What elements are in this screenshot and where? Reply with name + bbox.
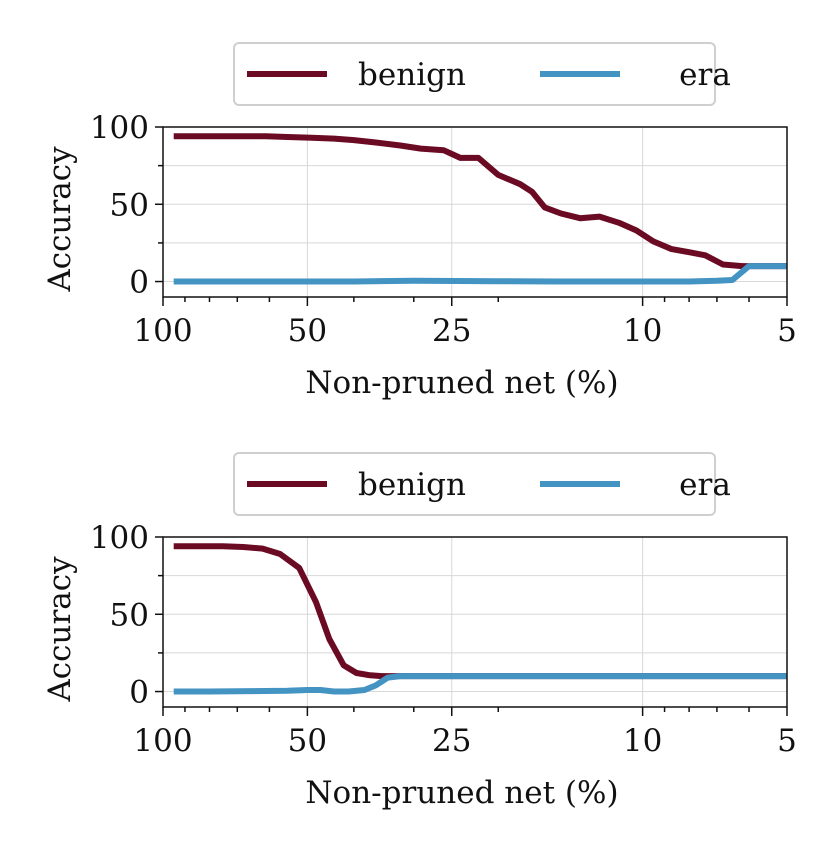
- x-tick-label: 25: [432, 723, 471, 759]
- series-line-benign: [173, 543, 787, 680]
- legend-label-era: era: [679, 467, 731, 503]
- chart-panel-1: 0 50 100 100 50 25 10 5 Non-pruned net (%) Accura…: [42, 42, 797, 401]
- legend-box: [233, 42, 716, 106]
- x-axis-title: Non-pruned net (%): [305, 775, 618, 811]
- y-tick-label: 100: [90, 520, 149, 556]
- legend-label-era: era: [679, 57, 731, 93]
- y-tick-label: 0: [129, 675, 149, 711]
- y-axis-title: Accuracy: [42, 556, 78, 703]
- plot-frame: [162, 126, 788, 298]
- x-tick-label: 10: [623, 313, 662, 349]
- x-tick-label: 100: [133, 723, 192, 759]
- x-tick-label: 10: [623, 723, 662, 759]
- legend: benign era: [233, 452, 731, 516]
- legend: benign era: [233, 42, 731, 106]
- series-line-benign: [173, 133, 787, 270]
- x-tick-label: 50: [288, 723, 327, 759]
- legend-label-benign: benign: [358, 57, 466, 93]
- legend-label-benign: benign: [358, 467, 466, 503]
- x-tick-label: 50: [288, 313, 327, 349]
- y-tick-label: 50: [110, 187, 149, 223]
- x-tick-label: 5: [777, 723, 797, 759]
- x-axis-title: Non-pruned net (%): [305, 365, 618, 401]
- plot-frame: [162, 536, 788, 708]
- legend-box: [233, 452, 716, 516]
- y-axis-title: Accuracy: [42, 146, 78, 293]
- x-tick-label: 5: [777, 313, 797, 349]
- series-line-era: [173, 673, 787, 695]
- y-tick-label: 0: [129, 265, 149, 301]
- x-tick-label: 100: [133, 313, 192, 349]
- chart-panel-2: 0 50 100 100 50 25 10 5 Non-pruned net (%) Accura…: [42, 452, 797, 811]
- y-tick-label: 100: [90, 110, 149, 146]
- x-tick-label: 25: [432, 313, 471, 349]
- y-tick-label: 50: [110, 597, 149, 633]
- series-line-era: [173, 263, 787, 285]
